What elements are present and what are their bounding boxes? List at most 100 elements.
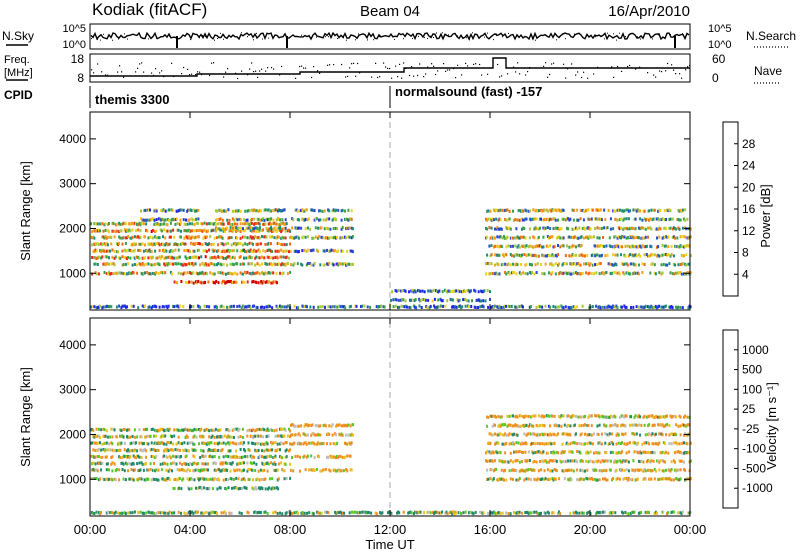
- echo-cell: [272, 441, 275, 445]
- echo-cell: [140, 263, 143, 267]
- echo-cell: [413, 289, 416, 293]
- echo-cell: [235, 427, 238, 431]
- echo-cell: [101, 243, 104, 247]
- echo-cell: [596, 478, 599, 482]
- echo-cell: [644, 510, 647, 514]
- echo-cell: [645, 511, 648, 515]
- echo-cell: [221, 236, 224, 240]
- echo-cell: [452, 305, 455, 308]
- echo-cell: [498, 304, 501, 308]
- echo-cell: [484, 299, 487, 303]
- echo-cell: [246, 305, 249, 309]
- nave-dot: [621, 70, 623, 72]
- echo-cell: [572, 253, 575, 257]
- echo-cell: [361, 510, 364, 514]
- echo-cell: [341, 455, 344, 459]
- echo-cell: [137, 235, 140, 239]
- echo-cell: [297, 432, 300, 436]
- echo-cell: [578, 442, 581, 445]
- echo-cell: [159, 441, 162, 445]
- echo-cell: [180, 280, 183, 283]
- echo-cell: [237, 477, 240, 481]
- echo-cell: [294, 226, 297, 230]
- echo-cell: [537, 209, 540, 213]
- echo-cell: [233, 218, 235, 222]
- echo-cell: [594, 477, 597, 481]
- echo-cell: [679, 459, 682, 463]
- echo-cell: [594, 263, 597, 267]
- nsearch-dot: [223, 38, 224, 40]
- echo-cell: [332, 442, 335, 445]
- echo-cell: [113, 263, 116, 267]
- echo-cell: [481, 290, 484, 294]
- echo-cell: [133, 448, 136, 452]
- echo-cell: [128, 271, 131, 275]
- echo-cell: [527, 477, 530, 481]
- echo-cell: [182, 305, 185, 309]
- echo-cell: [500, 468, 503, 472]
- nave-dot: [499, 76, 501, 78]
- echo-cell: [586, 253, 589, 257]
- echo-cell: [525, 459, 528, 463]
- echo-cell: [217, 467, 220, 471]
- echo-cell: [543, 218, 546, 222]
- echo-cell: [569, 217, 572, 221]
- echo-cell: [223, 230, 226, 233]
- echo-cell: [268, 304, 271, 308]
- echo-cell: [348, 441, 351, 445]
- echo-cell: [524, 272, 527, 275]
- echo-cell: [271, 306, 274, 310]
- nsearch-dot: [652, 38, 653, 40]
- echo-cell: [629, 441, 631, 445]
- echo-cell: [258, 281, 260, 285]
- echo-cell: [627, 209, 630, 213]
- nave-dot: [195, 74, 197, 76]
- echo-cell: [665, 227, 667, 231]
- echo-cell: [213, 255, 216, 259]
- echo-cell: [345, 217, 348, 221]
- echo-cell: [154, 456, 157, 459]
- echo-cell: [631, 272, 634, 276]
- echo-cell: [660, 451, 663, 455]
- echo-cell: [674, 460, 676, 464]
- echo-cell: [519, 272, 522, 276]
- echo-cell: [497, 218, 500, 222]
- echo-cell: [180, 229, 182, 233]
- echo-cell: [123, 304, 126, 308]
- nsearch-dot: [148, 38, 149, 40]
- echo-cell: [599, 460, 602, 464]
- nsearch-dot: [139, 33, 140, 35]
- echo-cell: [248, 304, 251, 308]
- echo-cell: [324, 424, 327, 428]
- echo-cell: [591, 442, 594, 446]
- echo-cell: [296, 262, 299, 266]
- echo-cell: [208, 448, 211, 451]
- echo-cell: [273, 226, 276, 230]
- echo-cell: [485, 226, 487, 230]
- echo-cell: [196, 281, 199, 285]
- echo-cell: [248, 477, 251, 481]
- echo-cell: [536, 236, 539, 240]
- echo-cell: [270, 281, 273, 285]
- echo-cell: [163, 454, 166, 458]
- echo-cell: [185, 256, 188, 260]
- echo-cell: [272, 229, 275, 233]
- echo-cell: [609, 459, 612, 463]
- echo-cell: [660, 263, 663, 267]
- echo-cell: [232, 441, 235, 445]
- echo-cell: [503, 478, 505, 482]
- echo-cell: [129, 249, 132, 252]
- echo-cell: [528, 209, 531, 213]
- echo-cell: [121, 304, 124, 308]
- echo-cell: [163, 228, 166, 232]
- echo-cell: [631, 432, 634, 436]
- echo-cell: [123, 511, 126, 515]
- echo-cell: [135, 221, 137, 225]
- echo-cell: [145, 462, 148, 466]
- echo-cell: [261, 487, 264, 490]
- echo-cell: [432, 288, 435, 292]
- echo-cell: [144, 478, 146, 482]
- echo-cell: [313, 456, 316, 459]
- echo-cell: [139, 229, 142, 233]
- echo-cell: [578, 226, 581, 230]
